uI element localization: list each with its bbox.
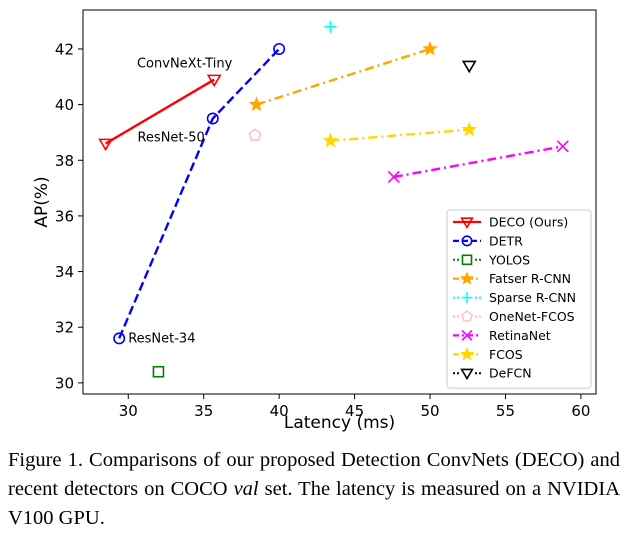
- point-retinanet: [387, 170, 400, 184]
- point-deco-ours: [98, 138, 114, 152]
- legend-label-fcos: FCOS: [489, 347, 523, 362]
- x-axis-label: Latency (ms): [284, 413, 395, 433]
- legend-label-onenet-fcos: OneNet-FCOS: [489, 309, 575, 324]
- legend-label-retinanet: RetinaNet: [489, 328, 551, 343]
- legend-item-defcn: DeFCN: [453, 366, 532, 381]
- y-tick-label: 40: [55, 96, 74, 114]
- caption-prefix: Figure 1. Comparisons of our proposed De…: [8, 449, 620, 500]
- series-line-deco-ours: [105, 78, 215, 145]
- legend-item-deco-ours: DECO (Ours): [453, 215, 568, 230]
- legend-label-defcn: DeFCN: [489, 366, 532, 381]
- series-line-retinanet: [393, 145, 564, 179]
- x-tick-label: 45: [345, 402, 364, 420]
- legend-label-yolos: YOLOS: [488, 252, 530, 267]
- legend-item-fatser-r-cnn: Fatser R-CNN: [453, 271, 571, 286]
- y-axis-label: AP(%): [32, 176, 52, 227]
- x-tick-label: 40: [270, 402, 289, 420]
- y-tick-label: 36: [55, 207, 74, 225]
- legend-label-detr: DETR: [489, 233, 523, 248]
- legend-item-sparse-r-cnn: Sparse R-CNN: [453, 290, 576, 305]
- legend-marker-detr: [461, 235, 473, 247]
- legend-item-fcos: FCOS: [453, 347, 523, 362]
- series-lines: [105, 47, 564, 339]
- annotation-convnext-tiny: ConvNeXt-Tiny: [137, 57, 233, 72]
- point-detr: [113, 332, 126, 345]
- point-detr: [273, 42, 286, 55]
- point-detr: [206, 112, 219, 125]
- legend-marker-sparse-r-cnn: [461, 292, 473, 303]
- legend-marker-retinanet: [461, 329, 473, 341]
- legend-label-deco-ours: DECO (Ours): [489, 215, 568, 230]
- point-onenet-fcos: [248, 128, 262, 141]
- legend-marker-yolos: [461, 254, 473, 266]
- x-tick-label: 60: [571, 402, 590, 420]
- x-tick-label: 30: [119, 402, 138, 420]
- y-tick-label: 30: [55, 374, 74, 392]
- y-tick-label: 38: [55, 152, 74, 170]
- point-fatser-r-cnn: [422, 40, 438, 56]
- series-markers: [98, 20, 569, 378]
- legend-marker-defcn: [460, 368, 474, 381]
- point-sparse-r-cnn: [324, 20, 337, 33]
- chart: 30 35 40 45 50 55 60 30 32 34 36 38 40 42 Latency (ms)…: [32, 9, 597, 433]
- caption-italic: val: [233, 478, 259, 500]
- legend-marker-fcos: [459, 346, 475, 361]
- plot-frame: [82, 9, 597, 395]
- legend-marker-onenet-fcos: [461, 310, 473, 322]
- x-tick-label: 55: [496, 402, 515, 420]
- legend-item-yolos: YOLOS: [453, 252, 530, 267]
- legend-label-sparse-r-cnn: Sparse R-CNN: [489, 290, 576, 305]
- point-deco-ours: [206, 74, 222, 88]
- x-tick-label: 35: [194, 402, 213, 420]
- legend-marker-fatser-r-cnn: [459, 271, 475, 285]
- legend: DECO (Ours) DETR YOLOS Fatser R-CNN Sparse R…: [446, 209, 592, 389]
- annotations: ConvNeXt-Tiny ResNet-50 ResNet-34: [128, 57, 232, 347]
- legend-label-fatser-r-cnn: Fatser R-CNN: [489, 271, 571, 286]
- legend-item-onenet-fcos: OneNet-FCOS: [453, 309, 575, 324]
- point-defcn: [461, 60, 477, 74]
- legend-box: [446, 209, 592, 389]
- caption-suffix: set. The latency is measured on a NVIDIA…: [8, 478, 620, 529]
- point-fatser-r-cnn: [248, 96, 265, 112]
- series-line-detr: [118, 48, 281, 339]
- legend-item-detr: DETR: [453, 233, 523, 248]
- series-line-fatser-r-cnn: [256, 47, 431, 106]
- y-tick-label: 32: [55, 319, 74, 337]
- annotation-resnet-50: ResNet-50: [137, 131, 204, 146]
- legend-marker-deco-ours: [460, 217, 474, 229]
- point-retinanet: [556, 140, 569, 153]
- y-tick-label: 42: [55, 40, 74, 58]
- point-fcos: [322, 132, 339, 148]
- point-fcos: [461, 121, 477, 137]
- x-tick-label: 50: [420, 402, 439, 420]
- point-yolos: [152, 365, 165, 378]
- figure-caption: Figure 1. Comparisons of our proposed De…: [8, 446, 620, 533]
- legend-item-retinanet: RetinaNet: [453, 328, 551, 343]
- series-line-fcos: [330, 128, 470, 142]
- annotation-resnet-34: ResNet-34: [128, 331, 195, 346]
- y-tick-label: 34: [55, 263, 74, 281]
- axes-layer: 30 35 40 45 50 55 60 30 32 34 36 38 40 42 Latency (ms)…: [32, 9, 597, 433]
